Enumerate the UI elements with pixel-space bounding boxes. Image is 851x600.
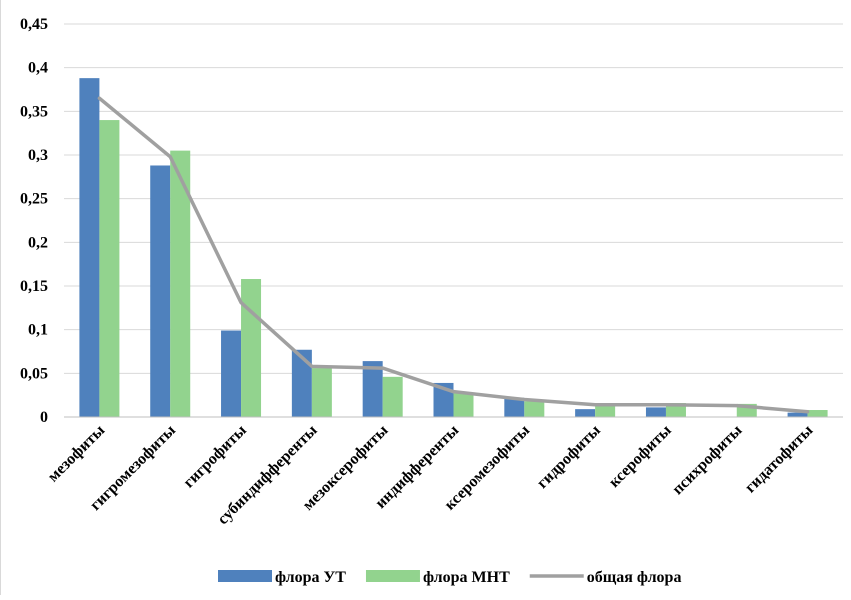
x-tick-label: гидатофиты (742, 421, 817, 496)
bar (787, 412, 808, 417)
bar (291, 349, 312, 417)
bar (99, 120, 120, 418)
bar-layer (79, 78, 828, 418)
bar (807, 410, 828, 417)
series-line (97, 96, 810, 414)
legend-swatch (365, 570, 420, 582)
bar (362, 361, 383, 417)
line-layer (97, 96, 810, 414)
bar (150, 165, 171, 417)
y-tick-label: 0,3 (28, 147, 48, 164)
y-tick-label: 0,35 (20, 103, 48, 120)
y-tick-label: 0 (40, 409, 48, 426)
bar (311, 368, 332, 417)
bar (170, 150, 191, 417)
bar (524, 401, 545, 417)
bar (382, 376, 403, 417)
axis-layer: 0 0,05 0,1 0,15 0,2 0,25 0,3 0,35 0,4 0,45 мезофит… (20, 16, 843, 528)
y-tick-label: 0,4 (28, 60, 48, 77)
bar (575, 409, 596, 417)
y-tick-label: 0,15 (20, 278, 48, 295)
x-tick-label: гигрофиты (180, 421, 250, 491)
chart-border (0, 0, 1, 595)
bar (504, 397, 525, 417)
y-tick-label: 0,05 (20, 365, 48, 382)
legend-label: общая флора (587, 569, 682, 586)
bar (453, 393, 474, 417)
legend-label: флора УТ (275, 569, 346, 586)
legend-swatch (218, 570, 272, 582)
legend-layer: флора УТ флора МНТ общая флора (218, 569, 681, 586)
x-tick-label: ксерофиты (606, 421, 675, 490)
bar (241, 279, 262, 417)
x-tick-label: гидрофиты (534, 421, 604, 491)
grid-layer (64, 23, 843, 418)
y-tick-label: 0,25 (20, 191, 48, 208)
bar (221, 330, 242, 417)
legend-label: флора МНТ (423, 569, 510, 586)
y-tick-label: 0,2 (28, 234, 48, 251)
bar (79, 78, 100, 417)
bar (645, 407, 666, 417)
y-tick-label: 0,45 (20, 16, 48, 33)
x-tick-label: психрофиты (669, 421, 746, 498)
y-tick-label: 0,1 (28, 322, 48, 339)
x-tick-label: мезофиты (45, 421, 109, 485)
